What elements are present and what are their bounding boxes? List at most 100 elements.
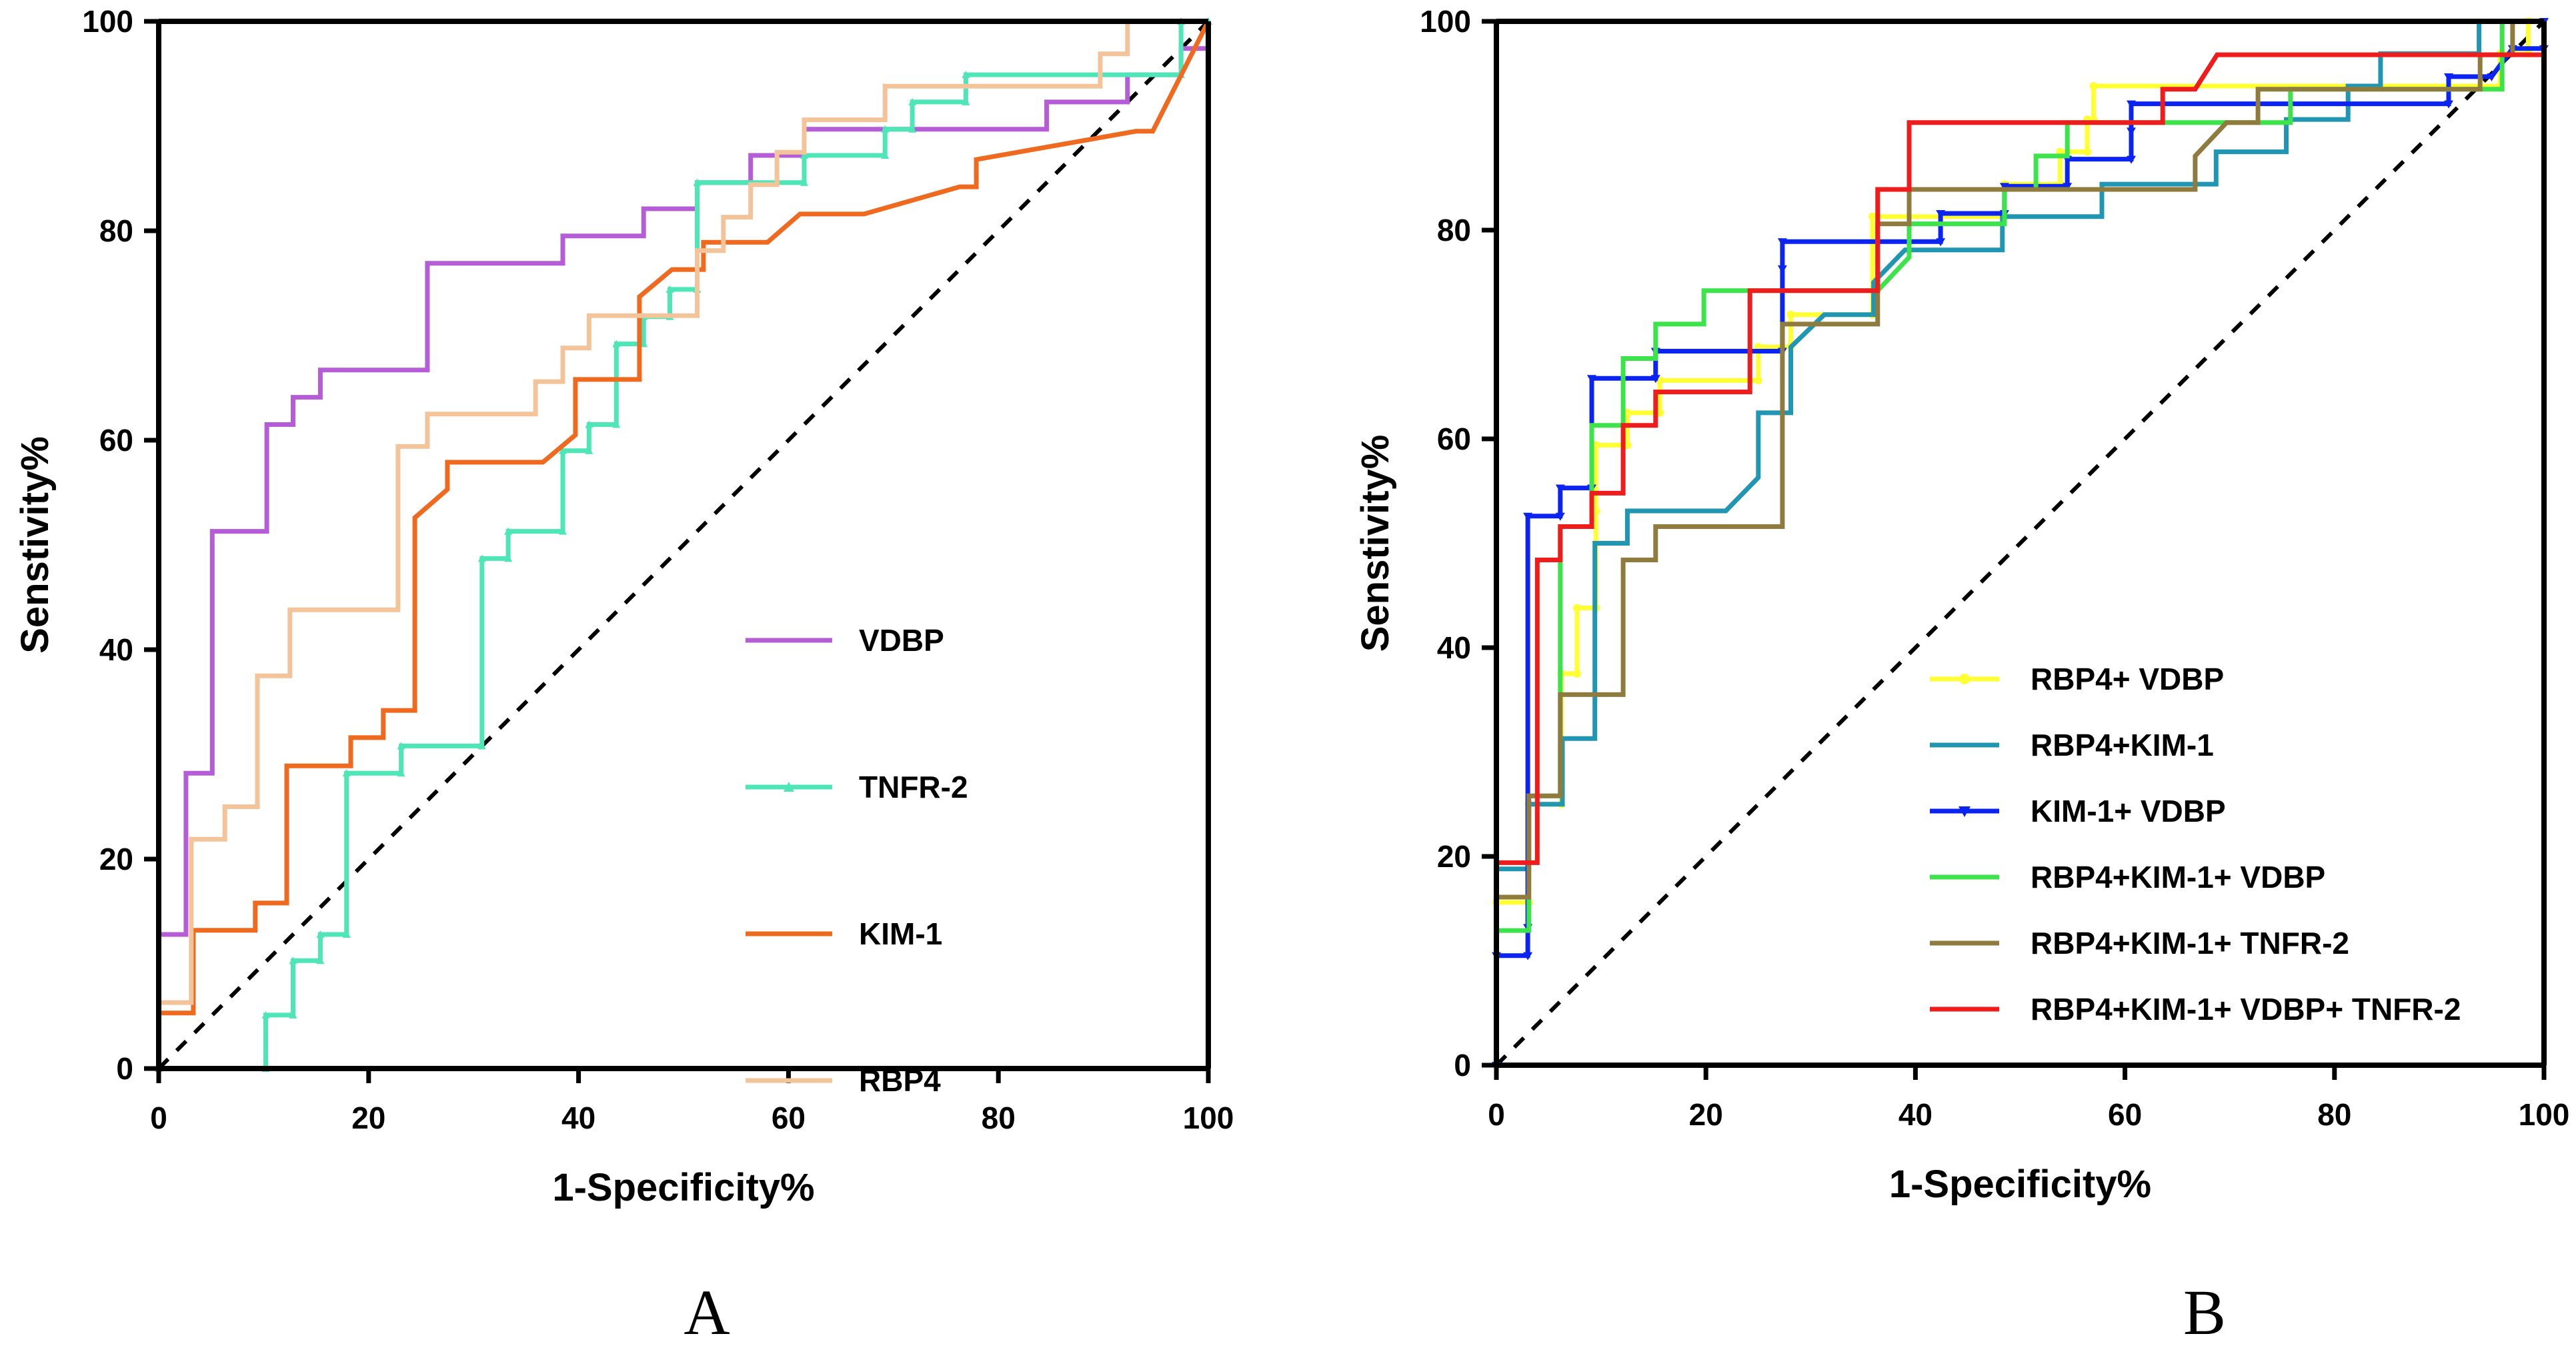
legend-label: RBP4 [859, 1063, 941, 1098]
series-marker [2487, 73, 2497, 81]
series-marker [504, 527, 513, 535]
series-marker [1572, 670, 1581, 678]
panel-label: B [2183, 1277, 2226, 1348]
series-marker [612, 420, 621, 428]
series-line-vdbp [156, 21, 1211, 1069]
series-marker [881, 125, 890, 133]
series-marker [2444, 100, 2454, 109]
series-marker [1572, 604, 1581, 612]
legend-label: VDBP [859, 623, 944, 658]
x-tick-label: 100 [2519, 1097, 2570, 1132]
x-tick-label: 60 [2108, 1097, 2142, 1132]
series-marker [504, 554, 513, 562]
x-tick-label: 80 [982, 1101, 1016, 1135]
series-marker [908, 97, 917, 105]
x-tick-label: 40 [1898, 1097, 1933, 1132]
series-marker [800, 178, 809, 186]
series-marker [1754, 376, 1762, 385]
x-axis-title: 1-Specificity% [552, 1166, 814, 1209]
series-line-tnfr-2 [159, 19, 1208, 1071]
x-tick-label: 100 [1183, 1101, 1234, 1135]
y-tick-label: 20 [1437, 839, 1471, 874]
series-marker [477, 554, 486, 562]
series-line-rbp4 [156, 19, 1208, 1069]
x-tick-label: 20 [351, 1101, 385, 1135]
series-marker [477, 742, 486, 750]
x-tick-label: 0 [1488, 1097, 1505, 1132]
series-marker [585, 420, 593, 428]
series-marker [1555, 512, 1565, 521]
series-marker [962, 71, 970, 79]
y-tick-label: 40 [1437, 630, 1471, 665]
x-tick-label: 20 [1689, 1097, 1723, 1132]
series-line-rbp4-kim-1-vdbp-tnfr-2 [1494, 21, 2547, 1065]
y-axis-title: Senstivity% [1354, 435, 1397, 652]
x-tick-label: 60 [772, 1101, 806, 1135]
y-tick-label: 80 [1437, 213, 1471, 247]
series-marker [800, 151, 809, 159]
series-marker [397, 742, 405, 750]
series-marker [1936, 238, 1946, 247]
roc-chart-a: 0 20 40 60 80 100 0 20 40 60 80 100 1-Specificity% Se… [13, 4, 1234, 1348]
series-marker [342, 930, 351, 938]
panel-label: A [684, 1277, 730, 1348]
reference-diagonal-line [157, 19, 1210, 1071]
series-line-rbp4-vdbp [1494, 21, 2531, 1065]
series-marker [1586, 375, 1596, 384]
y-tick-label: 100 [1420, 4, 1471, 39]
y-tick-label: 0 [116, 1051, 133, 1086]
series-marker [2127, 100, 2137, 109]
legend-marker [784, 782, 794, 792]
series-marker [693, 178, 702, 186]
series-marker [962, 97, 970, 105]
series-marker [1786, 310, 1795, 319]
series-marker [2063, 183, 2073, 191]
series-marker [261, 1010, 270, 1019]
y-tick-label: 40 [99, 632, 133, 667]
legend-label: RBP4+ VDBP [2031, 662, 2224, 696]
y-tick-label: 100 [82, 4, 133, 39]
x-tick-label: 0 [150, 1101, 167, 1135]
series-marker [558, 527, 567, 535]
series-marker [1523, 952, 1533, 960]
series-marker [1936, 209, 1946, 218]
x-tick-label: 40 [561, 1101, 595, 1135]
series-marker [1777, 265, 1787, 273]
series-marker [1650, 375, 1660, 384]
series-marker [1555, 484, 1565, 493]
legend-label: RBP4+KIM-1 [2031, 728, 2214, 762]
legend-label: RBP4+KIM-1+ TNFR-2 [2031, 926, 2349, 960]
series-marker [316, 930, 325, 938]
series-line-rbp4-kim-1-tnfr-2 [1494, 19, 2544, 1065]
legend-marker [1959, 806, 1971, 817]
series-marker [1868, 212, 1876, 221]
series-marker [2089, 82, 2098, 91]
series-marker [881, 151, 890, 159]
y-tick-label: 20 [99, 842, 133, 876]
series-marker [666, 285, 674, 293]
series-marker [342, 769, 351, 777]
series-marker [908, 125, 917, 133]
y-tick-label: 60 [1437, 422, 1471, 456]
series-marker [1999, 183, 2009, 191]
series-marker [2127, 127, 2137, 136]
series-marker [289, 956, 297, 964]
series-marker [2083, 147, 2092, 156]
series-marker [2444, 73, 2454, 81]
y-axis-title: Senstivity% [13, 436, 57, 654]
legend-label: TNFR-2 [859, 770, 968, 804]
legend-marker [1959, 674, 1970, 684]
x-axis-title: 1-Specificity% [1889, 1163, 2151, 1206]
y-tick-label: 0 [1454, 1048, 1471, 1083]
series-marker [585, 446, 593, 454]
legend-label: RBP4+KIM-1+ VDBP [2031, 860, 2325, 894]
series-marker [558, 446, 567, 454]
legend-label: KIM-1+ VDBP [2031, 794, 2226, 828]
x-tick-label: 80 [2317, 1097, 2351, 1132]
series-marker [1777, 238, 1787, 247]
series-marker [289, 1010, 297, 1019]
series-marker [316, 956, 325, 964]
roc-chart-b: 0 20 40 60 80 100 0 20 40 60 80 100 1-Specificity% Se… [1354, 4, 2569, 1348]
reference-diagonal-line [1494, 19, 2546, 1067]
